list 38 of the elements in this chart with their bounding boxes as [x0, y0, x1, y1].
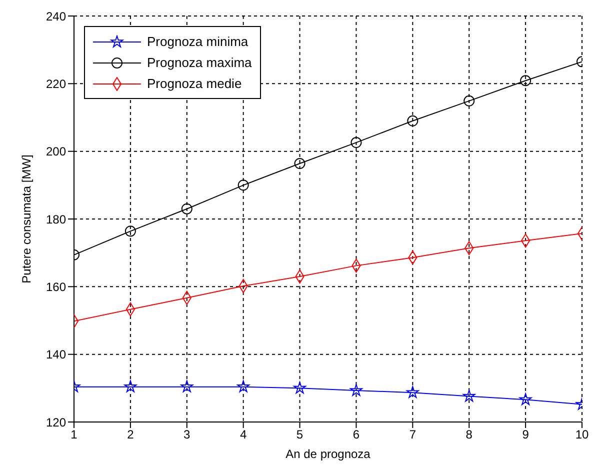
y-tick-label: 140 — [46, 348, 66, 362]
point — [464, 95, 475, 106]
x-tick-label: 8 — [466, 428, 473, 442]
point — [350, 384, 362, 396]
y-tick-label: 160 — [46, 280, 66, 294]
point — [180, 380, 194, 392]
point — [237, 380, 250, 392]
point — [519, 393, 532, 406]
point — [350, 137, 362, 148]
point — [407, 115, 418, 126]
point — [406, 386, 419, 398]
y-axis-title: Putere consumata [MW] — [19, 154, 34, 284]
y-tick-label: 200 — [46, 144, 66, 159]
y-tick-label: 180 — [46, 212, 66, 226]
x-tick-label: 2 — [127, 428, 134, 442]
x-tick-label: 5 — [296, 428, 304, 442]
legend-label: Prognoza medie — [147, 76, 242, 91]
point — [181, 203, 192, 214]
point — [238, 180, 249, 191]
point — [462, 390, 476, 402]
y-tick-label: 220 — [46, 76, 66, 91]
x-tick-label: 10 — [575, 428, 589, 442]
x-tick-label: 7 — [409, 428, 416, 442]
x-tick-label: 9 — [522, 428, 530, 442]
point — [294, 158, 306, 170]
x-axis-title: An de prognoza — [286, 447, 371, 461]
legend-label: Prognoza minima — [147, 34, 248, 49]
x-tick-label: 4 — [240, 428, 247, 442]
x-tick-label: 3 — [184, 428, 191, 442]
legend-label: Prognoza maxima — [147, 55, 252, 70]
point — [520, 75, 532, 86]
x-tick-label: 1 — [70, 428, 78, 442]
point — [124, 380, 137, 392]
point — [294, 382, 306, 394]
x-tick-label: 6 — [352, 428, 360, 442]
point — [124, 226, 136, 237]
y-tick-label: 240 — [46, 9, 66, 24]
y-tick-label: 120 — [46, 415, 66, 430]
